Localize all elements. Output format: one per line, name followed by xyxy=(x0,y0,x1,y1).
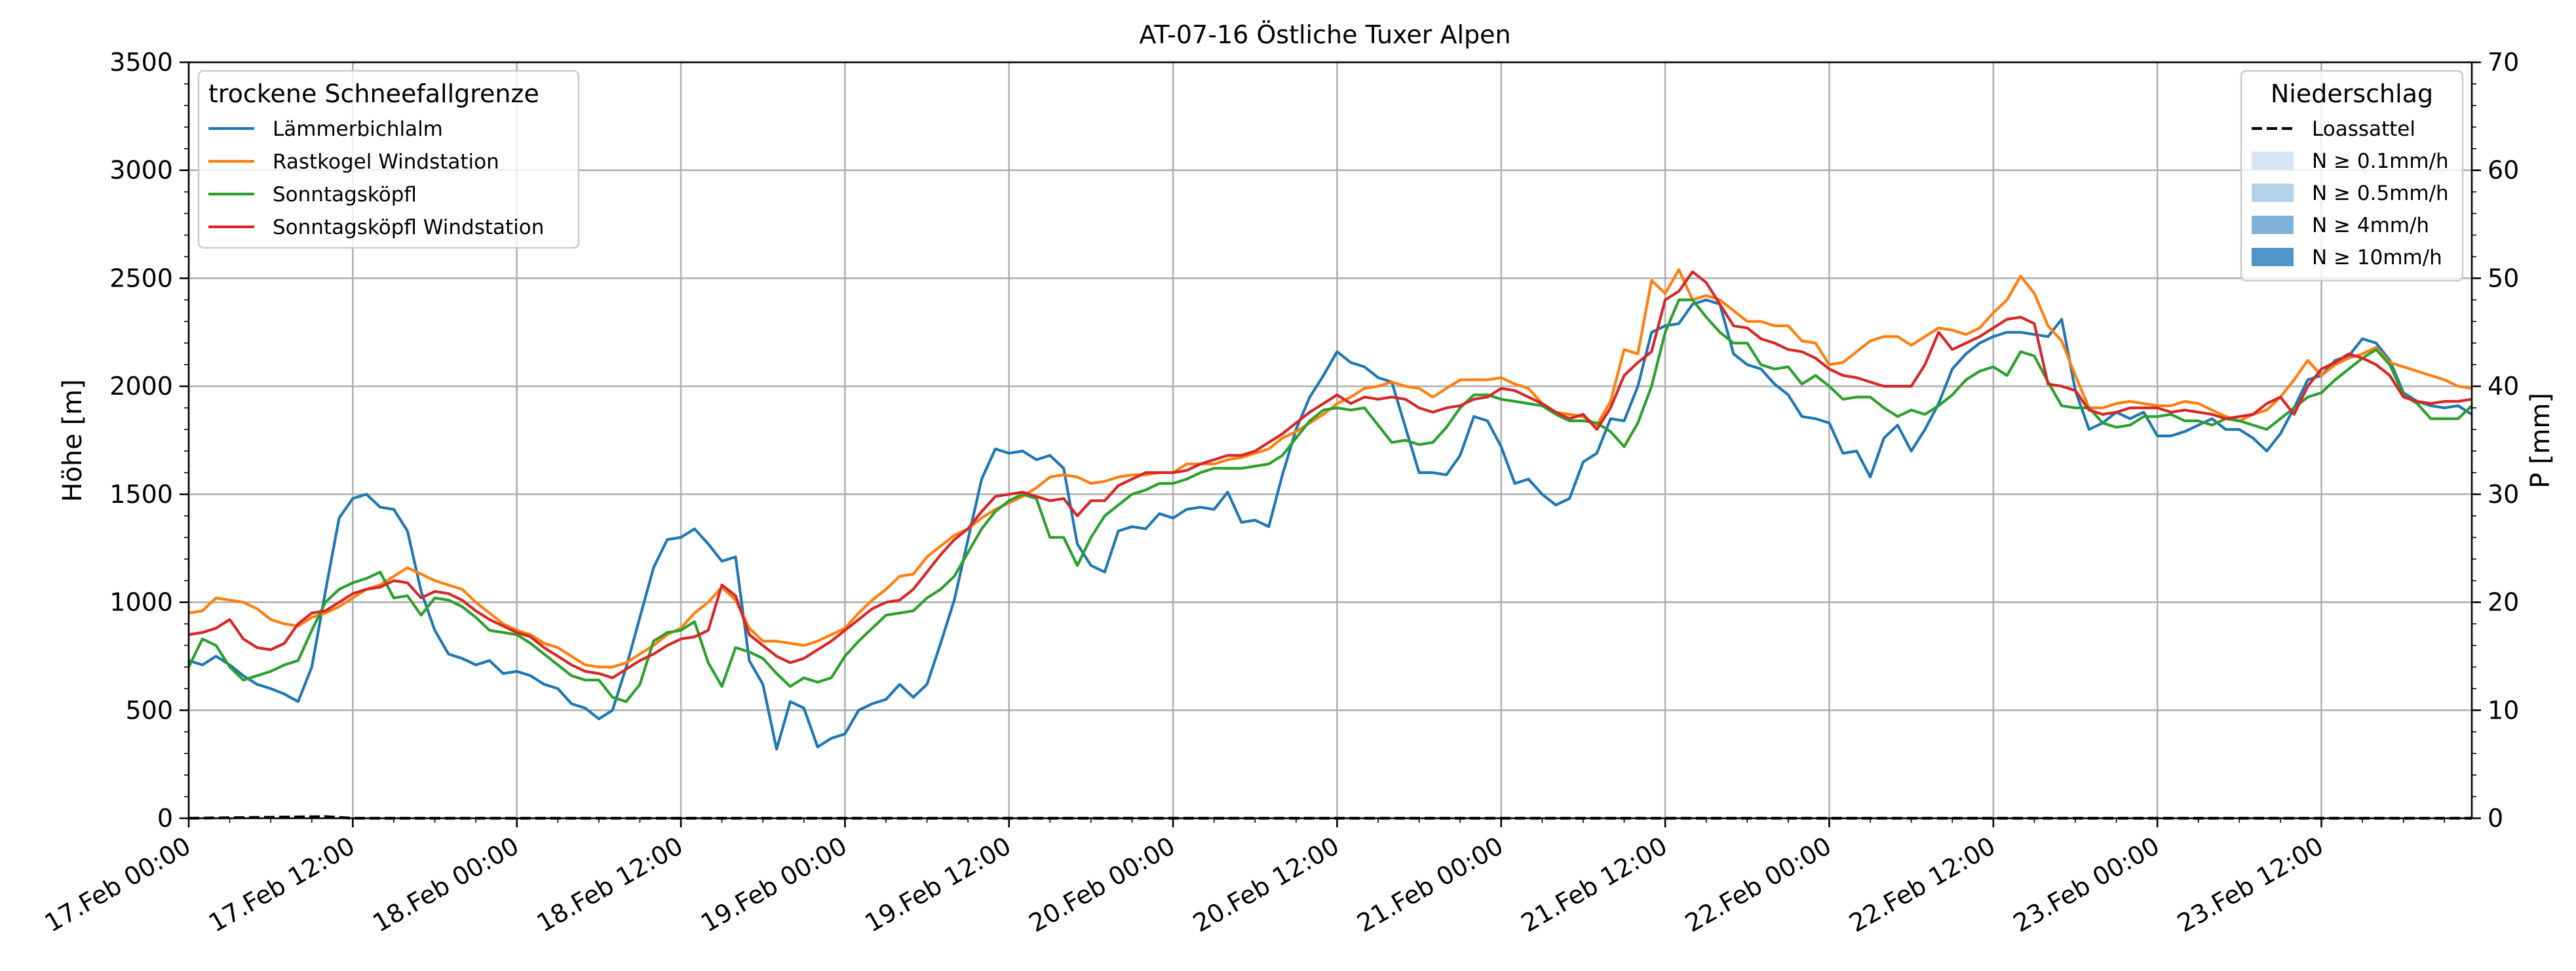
y-right-tick-label: 0 xyxy=(2488,804,2503,833)
y-right-tick-label: 60 xyxy=(2488,156,2519,185)
x-tick-label: 20.Feb 12:00 xyxy=(1188,831,1344,938)
legend-label-n-0-1mm-h: N ≥ 0.1mm/h xyxy=(2312,149,2449,173)
x-tick-label: 23.Feb 12:00 xyxy=(2172,831,2328,938)
x-tick-label: 21.Feb 00:00 xyxy=(1352,831,1508,938)
legend-label-n-4mm-h: N ≥ 4mm/h xyxy=(2312,214,2429,237)
legend-label-l-mmerbichlalm: Lämmerbichlalm xyxy=(273,117,443,141)
y-right-tick-label: 30 xyxy=(2488,480,2519,509)
series-line-rastkogel-windstation xyxy=(188,268,2472,669)
x-tick-label: 17.Feb 12:00 xyxy=(204,831,360,938)
x-tick-label: 22.Feb 00:00 xyxy=(1680,831,1836,938)
x-tick-label: 21.Feb 12:00 xyxy=(1516,831,1672,938)
y-tick-label: 3000 xyxy=(109,156,173,185)
legend-precipitation: Niederschlag Loassattel N ≥ 0.1mm/h N ≥ 0.… xyxy=(2240,69,2464,282)
grid xyxy=(187,61,2472,820)
legend-swatch-n-4mm-h xyxy=(2252,216,2294,234)
y-right-tick-label: 20 xyxy=(2488,588,2519,617)
chart-title: AT-07-16 Östliche Tuxer Alpen xyxy=(1139,20,1510,49)
y-right-tick-label: 50 xyxy=(2488,264,2519,292)
y-right-tick-label: 10 xyxy=(2488,696,2519,724)
x-tick-label: 18.Feb 12:00 xyxy=(532,831,688,938)
y-tick-label: 3500 xyxy=(109,48,173,77)
legend-snowline: trockene Schneefallgrenze Lämmerbichlalm… xyxy=(197,69,580,249)
series-lines xyxy=(187,268,2473,751)
x-tick-label: 18.Feb 00:00 xyxy=(368,831,524,938)
legend-label-rastkogel-windstation: Rastkogel Windstation xyxy=(273,150,499,174)
series-line-sonntagsk-pfl-windstation xyxy=(188,270,2472,679)
y-tick-label: 1500 xyxy=(109,480,173,509)
legend-precipitation-title: Niederschlag xyxy=(2271,79,2433,108)
series-line-sonntagsk-pfl xyxy=(187,298,2473,703)
x-tick-label: 22.Feb 12:00 xyxy=(1844,831,2000,938)
y-axis-right-label: P [mm] xyxy=(2526,393,2556,488)
legend-snowline-box xyxy=(197,69,580,249)
x-tick-label: 23.Feb 00:00 xyxy=(2009,831,2164,938)
x-tick-label: 17.Feb 00:00 xyxy=(40,831,196,938)
legend-label-sonntagsk-pfl-windstation: Sonntagsköpfl Windstation xyxy=(273,216,544,239)
y-tick-label: 1000 xyxy=(109,588,173,617)
legend-label-n-10mm-h: N ≥ 10mm/h xyxy=(2312,246,2442,269)
legend-label-sonntagsk-pfl: Sonntagsköpfl xyxy=(273,183,417,207)
plot-frame xyxy=(187,61,2473,820)
x-tick-label: 19.Feb 00:00 xyxy=(696,831,852,938)
y-tick-label: 500 xyxy=(125,696,173,724)
legend-snowline-title: trockene Schneefallgrenze xyxy=(208,79,539,108)
legend-swatch-n-10mm-h xyxy=(2252,248,2294,266)
y-axis-label: Höhe [m] xyxy=(58,379,88,502)
series-line-l-mmerbichlalm xyxy=(188,298,2473,751)
y-tick-label: 2000 xyxy=(109,372,173,401)
y-right-tick-label: 40 xyxy=(2488,372,2519,401)
legend-swatch-n-0-1mm-h xyxy=(2252,151,2294,170)
y-right-tick-label: 70 xyxy=(2488,48,2519,77)
y-tick-label: 0 xyxy=(157,804,173,833)
legend-swatch-n-0-5mm-h xyxy=(2252,184,2294,202)
y-tick-label: 2500 xyxy=(109,264,173,292)
legend-label-n-0-5mm-h: N ≥ 0.5mm/h xyxy=(2312,182,2449,205)
x-tick-label: 20.Feb 00:00 xyxy=(1024,831,1180,938)
x-tick-label: 19.Feb 12:00 xyxy=(860,831,1016,938)
legend-precipitation-box xyxy=(2240,69,2464,282)
legend-label-loassattel: Loassattel xyxy=(2312,117,2415,141)
